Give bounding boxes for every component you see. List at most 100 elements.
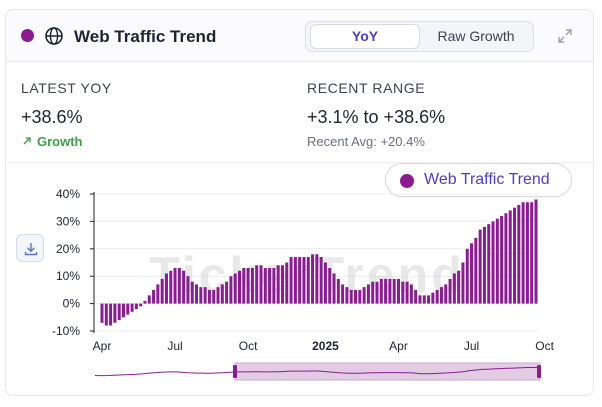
chart-bar	[341, 284, 345, 304]
chart-bar	[487, 224, 491, 304]
chart-bar	[388, 278, 392, 304]
chart-bar	[452, 273, 456, 304]
chart-bar	[306, 257, 310, 304]
chart-bar	[465, 248, 469, 304]
chart-bar	[482, 226, 486, 304]
expand-icon[interactable]	[557, 28, 573, 44]
latest-yoy-label: LATEST YOY	[21, 80, 112, 96]
chart-bar	[345, 287, 349, 304]
chart-bar	[354, 289, 358, 304]
chart-bar	[379, 278, 383, 304]
recent-range-label: RECENT RANGE	[307, 80, 426, 96]
raw-growth-tab[interactable]: Raw Growth	[437, 28, 515, 44]
chart-bar	[285, 262, 289, 304]
chart-bar	[349, 289, 353, 304]
x-tick-label: Oct	[239, 339, 258, 353]
chart-bar	[375, 281, 379, 304]
chart-bar	[173, 267, 177, 304]
chart-bar	[139, 303, 143, 307]
y-tick-label: 30%	[56, 214, 80, 228]
chart-bar	[478, 229, 482, 304]
chart-bar	[225, 281, 229, 304]
trend-up-icon	[23, 137, 31, 145]
chart-bar	[427, 295, 431, 304]
chart-bar	[298, 257, 302, 304]
x-tick-label: Jul	[464, 339, 479, 353]
chart-bar	[392, 278, 396, 304]
download-icon	[24, 243, 38, 256]
trend-text: Growth	[37, 134, 83, 149]
chart-bar	[431, 292, 435, 304]
chart-bar	[405, 281, 409, 304]
recent-range-value: +3.1% to +38.6%	[307, 107, 446, 127]
download-button[interactable]	[16, 234, 44, 262]
chart-bar	[134, 303, 138, 310]
legend-label: Web Traffic Trend	[424, 171, 550, 188]
yoy-tab[interactable]: YoY	[311, 25, 419, 48]
chart-bar	[242, 267, 246, 304]
chart-bar	[160, 278, 164, 304]
chart-bar	[216, 287, 220, 304]
chart-bar	[121, 303, 125, 318]
card-header: Web Traffic Trend YoY Raw Growth	[6, 10, 593, 62]
chart-bar	[311, 254, 315, 304]
chart-bar	[177, 267, 181, 304]
chart-bar	[186, 276, 190, 304]
chart-bar	[152, 289, 156, 304]
x-tick-label: Oct	[535, 339, 554, 353]
chart-bar	[238, 270, 242, 304]
chart-bar	[203, 287, 207, 304]
chart-bar	[272, 267, 276, 304]
chart-bar	[328, 267, 332, 304]
x-tick-label: Apr	[93, 339, 112, 353]
chart-bar	[508, 210, 512, 304]
navigator-handle-left[interactable]	[233, 365, 237, 378]
legend-toggle[interactable]: Web Traffic Trend	[385, 163, 572, 197]
chart-bar	[500, 215, 504, 304]
y-tick-label: 20%	[56, 242, 80, 256]
chart-bar	[474, 237, 478, 304]
chart-bar	[259, 265, 263, 304]
navigator-line	[94, 366, 541, 377]
chart-bar	[263, 267, 267, 304]
chart-bar	[435, 289, 439, 304]
chart-bar	[418, 295, 422, 304]
card-title: Web Traffic Trend	[74, 27, 217, 46]
chart-bar	[504, 213, 508, 304]
chart-bar	[289, 257, 293, 304]
chart-bar	[100, 303, 104, 323]
recent-avg-text: Recent Avg: +20.4%	[307, 134, 425, 149]
chart-bar	[448, 278, 452, 304]
chart-bar	[233, 273, 237, 304]
chart-bar	[495, 218, 499, 304]
navigator-handle-right[interactable]	[537, 365, 541, 378]
chart-bar	[255, 265, 259, 304]
chart-bar	[199, 287, 203, 304]
chart-bar	[422, 295, 426, 304]
chart-bar	[109, 303, 113, 326]
chart-bar	[143, 300, 147, 304]
latest-yoy-value: +38.6%	[21, 107, 83, 127]
y-tick-label: 10%	[56, 269, 80, 283]
chart-bar	[457, 270, 461, 304]
chart-bar	[190, 281, 194, 304]
chart-bar	[117, 303, 121, 321]
chart-bar	[169, 270, 173, 304]
y-tick-label: 40%	[56, 187, 80, 201]
chart-bar	[525, 202, 529, 304]
traffic-card: Web Traffic Trend YoY Raw Growth LATEST …	[5, 9, 594, 396]
x-tick-label: Apr	[389, 339, 408, 353]
chart-bar	[195, 284, 199, 304]
y-tick-label: 0%	[63, 297, 81, 311]
chart-bar	[276, 265, 280, 304]
chart-bar	[534, 199, 538, 304]
chart-bar	[530, 202, 534, 304]
chart-bar	[384, 278, 388, 304]
chart-bar	[293, 257, 297, 304]
chart-bar	[156, 284, 160, 304]
stats-row: LATEST YOY +38.6% Growth RECENT RANGE +3…	[6, 63, 593, 163]
chart-bar	[164, 273, 168, 304]
chart-bar	[332, 273, 336, 304]
chart-bar	[207, 289, 211, 304]
chart-bar	[439, 287, 443, 304]
